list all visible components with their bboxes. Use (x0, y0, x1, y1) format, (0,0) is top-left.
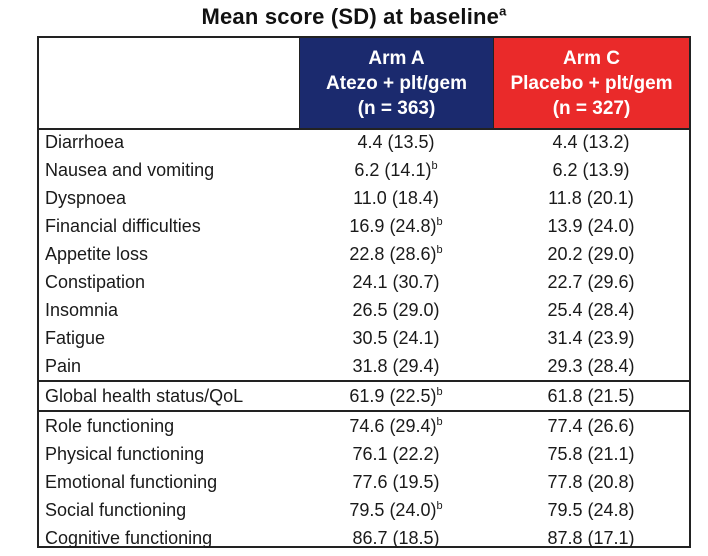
header-arm-a-treatment: Atezo + plt/gem (326, 72, 467, 94)
arm-c-value: 77.8 (20.8) (547, 472, 635, 492)
arm-a-footnote: b (436, 416, 443, 428)
arm-c-value: 13.9 (24.0) (547, 216, 635, 236)
row-label: Dyspnoea (45, 188, 127, 208)
arm-a-value: 11.0 (18.4) (353, 188, 439, 208)
table-row: Role functioning 74.6 (29.4)b 77.4 (26.6… (39, 412, 689, 440)
row-label: Insomnia (45, 300, 119, 320)
arm-c-value: 25.4 (28.4) (547, 300, 635, 320)
table-row: Physical functioning 76.1 (22.2) 75.8 (2… (39, 440, 689, 468)
arm-a-value-cell: 61.9 (22.5)b (299, 382, 493, 410)
row-label: Emotional functioning (45, 472, 218, 492)
row-label: Global health status/QoL (45, 386, 244, 406)
header-arm-a: Arm A Atezo + plt/gem (n = 363) (299, 38, 493, 128)
row-label: Role functioning (45, 416, 175, 436)
arm-a-value-cell: 79.5 (24.0)b (299, 496, 493, 524)
arm-a-footnote: b (436, 500, 443, 512)
row-label: Pain (45, 356, 82, 376)
arm-a-value-cell: 76.1 (22.2) (299, 440, 493, 468)
arm-a-value-cell: 74.6 (29.4)b (299, 412, 493, 440)
arm-a-value: 4.4 (13.5) (357, 132, 435, 152)
table-row: Fatigue 30.5 (24.1) 31.4 (23.9) (39, 324, 689, 352)
table-row: Cognitive functioning 86.7 (18.5) 87.8 (… (39, 524, 689, 552)
header-arm-c: Arm C Placebo + plt/gem (n = 327) (493, 38, 689, 128)
arm-a-value-cell: 16.9 (24.8)b (299, 212, 493, 240)
arm-c-value: 29.3 (28.4) (547, 356, 635, 376)
arm-a-value: 61.9 (22.5) (349, 386, 437, 406)
arm-c-value: 22.7 (29.6) (547, 272, 635, 292)
row-label: Diarrhoea (45, 132, 125, 152)
arm-c-value: 31.4 (23.9) (547, 328, 635, 348)
section-divider (39, 410, 689, 412)
table-row: Diarrhoea 4.4 (13.5) 4.4 (13.2) (39, 128, 689, 156)
arm-a-value-cell: 26.5 (29.0) (299, 296, 493, 324)
arm-c-value: 20.2 (29.0) (547, 244, 635, 264)
title-footnote-marker: a (499, 3, 507, 19)
header-arm-c-treatment: Placebo + plt/gem (510, 72, 673, 94)
arm-a-value: 76.1 (22.2) (352, 444, 440, 464)
row-label: Appetite loss (45, 244, 149, 264)
arm-c-value: 4.4 (13.2) (552, 132, 630, 152)
arm-a-value-cell: 31.8 (29.4) (299, 352, 493, 380)
arm-c-value: 77.4 (26.6) (547, 416, 635, 436)
table-row: Pain 31.8 (29.4) 29.3 (28.4) (39, 352, 689, 380)
row-label: Financial difficulties (45, 216, 201, 236)
table-header-row: Arm A Atezo + plt/gem (n = 363) Arm C Pl… (39, 38, 689, 130)
arm-c-value: 79.5 (24.8) (547, 500, 635, 520)
header-arm-a-name: Arm A (368, 47, 425, 69)
table-row: Nausea and vomiting 6.2 (14.1)b 6.2 (13.… (39, 156, 689, 184)
row-label: Nausea and vomiting (45, 160, 215, 180)
arm-a-value: 16.9 (24.8) (349, 216, 437, 236)
table-row: Constipation 24.1 (30.7) 22.7 (29.6) (39, 268, 689, 296)
table-row: Social functioning 79.5 (24.0)b 79.5 (24… (39, 496, 689, 524)
arm-a-value: 31.8 (29.4) (352, 356, 440, 376)
header-arm-a-count: (n = 363) (357, 97, 436, 119)
header-arm-c-name: Arm C (562, 47, 620, 69)
baseline-scores-table: Arm A Atezo + plt/gem (n = 363) Arm C Pl… (37, 36, 691, 548)
arm-a-value: 22.8 (28.6) (349, 244, 437, 264)
arm-a-value: 77.6 (19.5) (352, 472, 440, 492)
arm-a-footnote: b (436, 244, 443, 256)
header-arm-c-count: (n = 327) (552, 97, 631, 119)
arm-a-value-cell: 30.5 (24.1) (299, 324, 493, 352)
arm-a-value: 86.7 (18.5) (352, 528, 440, 548)
arm-a-value: 30.5 (24.1) (352, 328, 440, 348)
arm-a-footnote: b (431, 160, 438, 172)
arm-a-value: 79.5 (24.0) (349, 500, 437, 520)
arm-a-value: 6.2 (14.1) (354, 160, 432, 180)
arm-a-value: 26.5 (29.0) (352, 300, 440, 320)
arm-a-value-cell: 24.1 (30.7) (299, 268, 493, 296)
table-row: Global health status/QoL 61.9 (22.5)b 61… (39, 382, 689, 410)
section-divider (39, 380, 689, 382)
row-label: Physical functioning (45, 444, 205, 464)
table-title: Mean score (SD) at baselinea (0, 4, 708, 30)
table-row: Appetite loss 22.8 (28.6)b 20.2 (29.0) (39, 240, 689, 268)
table-row: Dyspnoea 11.0 (18.4) 11.8 (20.1) (39, 184, 689, 212)
row-label: Fatigue (45, 328, 106, 348)
table-row: Insomnia 26.5 (29.0) 25.4 (28.4) (39, 296, 689, 324)
table-title-text: Mean score (SD) at baseline (201, 4, 500, 29)
header-blank-cell (39, 38, 299, 128)
arm-a-value-cell: 11.0 (18.4) (299, 184, 493, 212)
arm-c-value: 87.8 (17.1) (547, 528, 635, 548)
arm-c-value: 6.2 (13.9) (552, 160, 630, 180)
arm-c-value: 75.8 (21.1) (547, 444, 635, 464)
arm-a-value: 74.6 (29.4) (349, 416, 437, 436)
arm-a-footnote: b (436, 386, 443, 398)
arm-a-footnote: b (436, 216, 443, 228)
arm-a-value-cell: 6.2 (14.1)b (299, 156, 493, 184)
table-row: Financial difficulties 16.9 (24.8)b 13.9… (39, 212, 689, 240)
arm-c-value: 61.8 (21.5) (547, 386, 635, 406)
table-row: Emotional functioning 77.6 (19.5) 77.8 (… (39, 468, 689, 496)
row-label: Cognitive functioning (45, 528, 213, 548)
row-label: Constipation (45, 272, 146, 292)
arm-a-value-cell: 86.7 (18.5) (299, 524, 493, 552)
arm-a-value-cell: 22.8 (28.6)b (299, 240, 493, 268)
arm-c-value: 11.8 (20.1) (548, 188, 634, 208)
arm-a-value-cell: 77.6 (19.5) (299, 468, 493, 496)
arm-a-value-cell: 4.4 (13.5) (299, 128, 493, 156)
row-label: Social functioning (45, 500, 187, 520)
arm-a-value: 24.1 (30.7) (352, 272, 440, 292)
